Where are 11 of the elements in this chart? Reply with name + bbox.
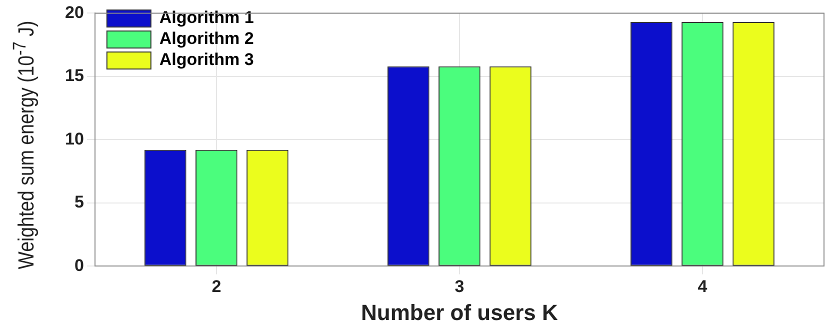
legend-label: Algorithm 2 <box>159 29 254 48</box>
x-axis-title: Number of users K <box>361 300 558 325</box>
y-tick-label: 20 <box>64 2 84 22</box>
x-tick-label: 2 <box>212 277 222 296</box>
y-tick-label: 5 <box>74 192 84 212</box>
legend-label: Algorithm 3 <box>159 50 254 70</box>
x-tick-label: 4 <box>698 277 708 296</box>
y-tick-label: 10 <box>64 129 84 148</box>
y-tick-label: 15 <box>64 66 84 86</box>
x-tick-label: 3 <box>454 277 464 296</box>
y-tick-label: 0 <box>74 256 84 275</box>
